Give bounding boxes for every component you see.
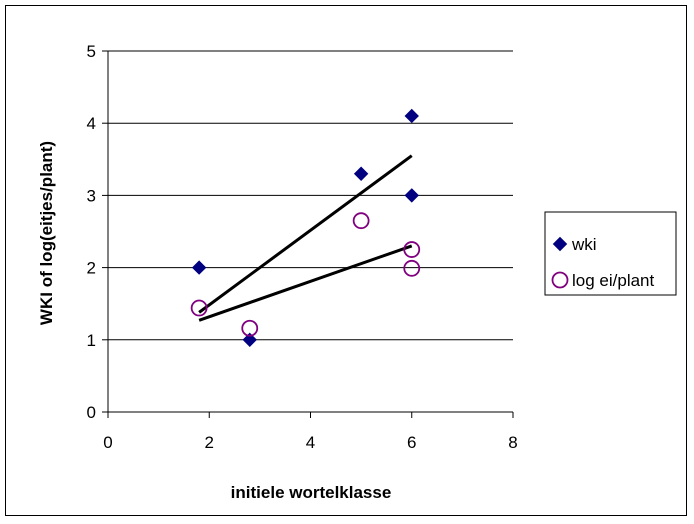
data-point-wki-4 — [404, 108, 419, 124]
x-tick-label-6: 6 — [407, 433, 416, 452]
data-point-log-ei-plant-1 — [190, 299, 208, 317]
y-tick-label-4: 4 — [87, 114, 96, 133]
legend-marker-log-ei-plant — [551, 271, 569, 289]
legend-label-wki: wki — [571, 235, 597, 254]
legend-marker-wki — [552, 236, 568, 252]
data-point-wki-2 — [242, 332, 257, 348]
gridlines — [108, 50, 513, 341]
y-tick-label-0: 0 — [87, 403, 96, 422]
x-tick-label-4: 4 — [306, 433, 315, 452]
data-point-wki-5 — [404, 188, 419, 203]
trendline-wki — [198, 154, 413, 314]
x-axis-title: initiele wortelklasse — [231, 483, 392, 502]
x-tick-label-2: 2 — [205, 433, 214, 452]
data-point-wki-3 — [353, 166, 369, 181]
y-tick-label-2: 2 — [87, 259, 96, 278]
x-tick-label-8: 8 — [508, 433, 517, 452]
data-point-wki-1 — [191, 260, 207, 275]
trendline-log-ei-plant — [198, 244, 413, 322]
y-tick-label-1: 1 — [87, 331, 96, 350]
y-axis-title: WKI of log(eitjes/plant) — [37, 141, 56, 325]
data-point-log-ei-plant-2 — [241, 319, 259, 337]
data-point-log-ei-plant-5 — [403, 259, 421, 277]
axes — [102, 50, 514, 418]
data-point-log-ei-plant-4 — [403, 241, 421, 258]
tick-labels: 0 1 2 3 4 5 0 2 4 6 8 — [87, 42, 518, 452]
x-tick-label-0: 0 — [103, 433, 112, 452]
legend: wki log ei/plant — [544, 211, 677, 296]
y-tick-label-5: 5 — [87, 42, 96, 61]
data-points — [190, 108, 421, 348]
data-point-log-ei-plant-3 — [352, 212, 370, 230]
y-tick-label-3: 3 — [87, 186, 96, 205]
legend-label-log-ei-plant: log ei/plant — [572, 271, 655, 290]
trendlines — [198, 154, 413, 322]
